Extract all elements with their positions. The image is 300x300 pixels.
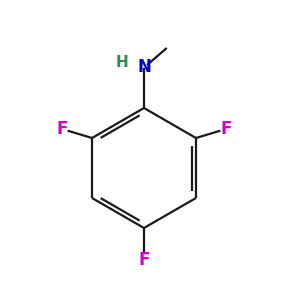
Text: N: N xyxy=(137,58,151,76)
Text: H: H xyxy=(116,55,129,70)
Text: F: F xyxy=(56,120,68,138)
Text: F: F xyxy=(138,251,150,269)
Text: F: F xyxy=(220,120,232,138)
